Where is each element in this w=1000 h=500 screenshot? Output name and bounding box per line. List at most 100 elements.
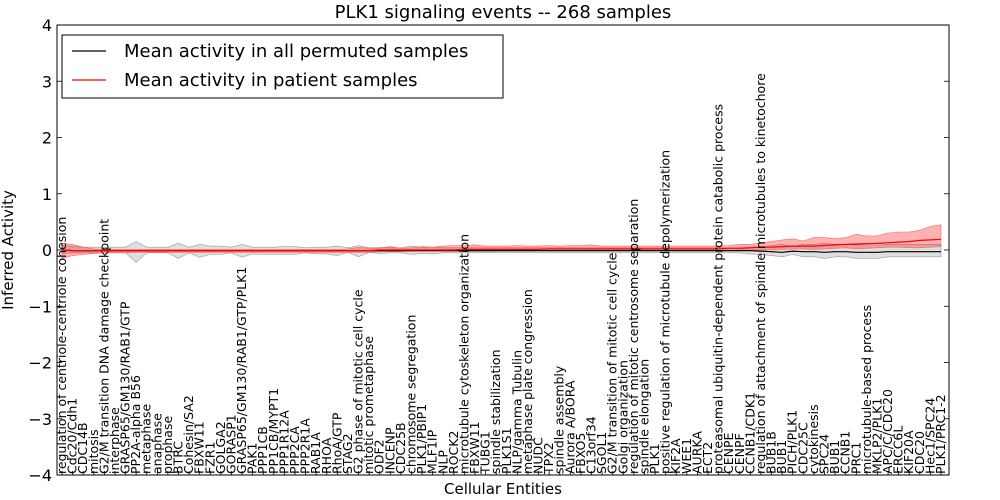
x-tick-label: PP2A-alpha B56	[128, 375, 143, 474]
x-tick-label: ERCC6L	[891, 426, 906, 474]
x-tick-label: FBXO5	[573, 433, 588, 474]
series-lines	[61, 238, 942, 253]
x-tick-label: CCNB1/CDK1	[742, 392, 757, 474]
x-tick-label: STAG2	[340, 433, 355, 474]
x-tick-label: PPP2R1A	[298, 418, 313, 474]
x-tick-label: KIF2A	[668, 438, 683, 474]
x-tick-label: PAK1	[245, 443, 260, 474]
x-tick-label: regulation of centriole-centriole cohesi…	[54, 217, 69, 474]
x-tick-label: CDC20	[912, 431, 927, 474]
x-tick-label: PPP1CB	[255, 426, 270, 474]
x-tick-label: CDC14B	[75, 422, 90, 474]
x-tick-label: spindle assembly	[552, 365, 567, 474]
band-patient	[61, 224, 942, 259]
x-tick-label: ODF2	[372, 439, 387, 474]
legend: Mean activity in all permuted samples Me…	[61, 34, 504, 99]
x-tick-label: interphase	[107, 407, 122, 474]
x-tick-label: PP1CB/MYPT1	[266, 388, 281, 474]
x-tick-label: mitosis	[86, 429, 101, 474]
x-axis-label: Cellular Entities	[444, 480, 562, 498]
x-tick-label: RAB1A	[308, 432, 323, 474]
x-tick-labels: regulation of centriole-centriole cohesi…	[54, 73, 948, 475]
x-tick-label: BUB1	[774, 440, 789, 474]
x-tick-label: spindle stabilization	[488, 349, 503, 474]
y-tick-label: 0	[42, 241, 52, 260]
chart-title: PLK1 signaling events -- 268 samples	[335, 2, 672, 23]
y-tick-label: −3	[28, 410, 52, 429]
x-tick-label: Golgi organization	[615, 360, 630, 474]
y-tick-label: 3	[42, 72, 52, 91]
x-tick-label: metaphase plate congression	[520, 289, 535, 474]
x-tick-label: GOLGA2	[213, 421, 228, 474]
y-axis-label: Inferred Activity	[0, 190, 17, 310]
x-tick-label: SPC24	[817, 434, 832, 474]
x-tick-label: ROCK2	[446, 431, 461, 474]
x-tick-label: PRC1	[848, 442, 863, 474]
x-tick-label: BTRC	[171, 441, 186, 474]
x-tick-label: PLK1	[647, 443, 662, 474]
x-tick-label: CENPF	[732, 433, 747, 474]
confidence-bands	[61, 224, 942, 263]
x-tick-label: BUB1B	[764, 431, 779, 474]
x-tick-label: FBXW11	[467, 421, 482, 474]
x-tick-label: Aurora A/BORA	[562, 380, 577, 474]
y-tick-label: 2	[42, 129, 52, 148]
x-tick-label: G2/M transition of mitotic cell cycle	[605, 252, 620, 474]
y-tick-label: 1	[42, 185, 52, 204]
x-tick-label: mitotic prometaphase	[361, 336, 376, 474]
x-tick-label: positive regulation of microtubule depol…	[658, 150, 673, 474]
x-tick-label: Cdc20/Cdh1	[65, 398, 80, 474]
x-tick-label: regulation of mitotic centrosome separat…	[626, 199, 641, 474]
x-tick-label: RhoA/GTP	[329, 412, 344, 474]
x-tick-label: PLK1/PRC1-2	[933, 394, 948, 474]
x-tick-label: anaphase	[149, 413, 164, 474]
legend-label-permuted: Mean activity in all permuted samples	[124, 41, 468, 62]
x-tick-label: NLP	[435, 450, 450, 474]
x-tick-label: ECT2	[700, 442, 715, 474]
x-tick-label: prophase	[160, 416, 175, 474]
x-tick-label: CDC25C	[795, 422, 810, 474]
x-tick-label: spindle elongation	[637, 359, 652, 474]
x-tick-label: NUDC	[531, 437, 546, 474]
y-tick-label: −2	[28, 354, 52, 373]
x-tick-label: SGOL1	[594, 432, 609, 474]
x-tick-label: GORASP1	[223, 414, 238, 474]
x-tick-label: GRASP65/GM130/RAB1/GTP	[118, 301, 133, 474]
x-tick-label: Cohesin/SA2	[181, 395, 196, 474]
x-tick-label: KIF20A	[901, 430, 916, 474]
x-tick-label: APC/C/CDC20	[880, 389, 895, 474]
x-tick-label: FZR1	[202, 442, 217, 474]
x-tick-label: C13orf34	[584, 416, 599, 474]
x-tick-label: TUBG1	[478, 431, 493, 475]
x-tick-label: PPP2CA	[287, 426, 302, 474]
y-tick-label: −1	[28, 297, 52, 316]
x-tick-label: chromosome segregation	[404, 315, 419, 474]
y-tick-label: −4	[28, 466, 52, 485]
series-line-patient	[61, 238, 942, 252]
x-tick-label: INCENP	[382, 427, 397, 474]
x-tick-label: MLF1IP	[425, 429, 440, 474]
x-tick-label: TPX2	[541, 442, 556, 475]
y-axis: −4 −3 −2 −1 0 1 2 3 4	[28, 16, 949, 485]
x-tick-label: PPP1R12A	[276, 410, 291, 474]
x-tick-label: CDC25B	[393, 422, 408, 474]
x-tick-label: MKLP2/PLK1	[870, 398, 885, 474]
x-tick-marks	[61, 471, 942, 475]
x-tick-label: FBXW11	[192, 421, 207, 474]
x-tick-label: G2 phase of mitotic cell cycle	[351, 289, 366, 474]
x-tick-label: PICH/PLK1	[785, 410, 800, 474]
x-tick-label: CCNB1	[838, 431, 853, 474]
x-tick-label: RHOA	[319, 437, 334, 474]
x-tick-label: CENPE	[721, 432, 736, 474]
legend-box	[61, 34, 504, 99]
x-tick-label: Hec1/SPC24	[922, 398, 937, 474]
x-tick-label: G2/M transition DNA damage checkpoint	[96, 219, 111, 474]
x-tick-label: AURKA	[689, 431, 704, 474]
x-tick-label: microtubule cytoskeleton organization	[456, 234, 471, 474]
x-tick-label: regulation of attachment of spindle micr…	[753, 73, 768, 474]
legend-label-patient: Mean activity in patient samples	[124, 70, 418, 91]
x-tick-label: metaphase	[139, 404, 154, 474]
y-tick-label: 4	[42, 16, 52, 35]
x-tick-label: PLK1/PBIP1	[414, 404, 429, 474]
x-tick-label: NLP/gamma Tubulin	[509, 350, 524, 474]
